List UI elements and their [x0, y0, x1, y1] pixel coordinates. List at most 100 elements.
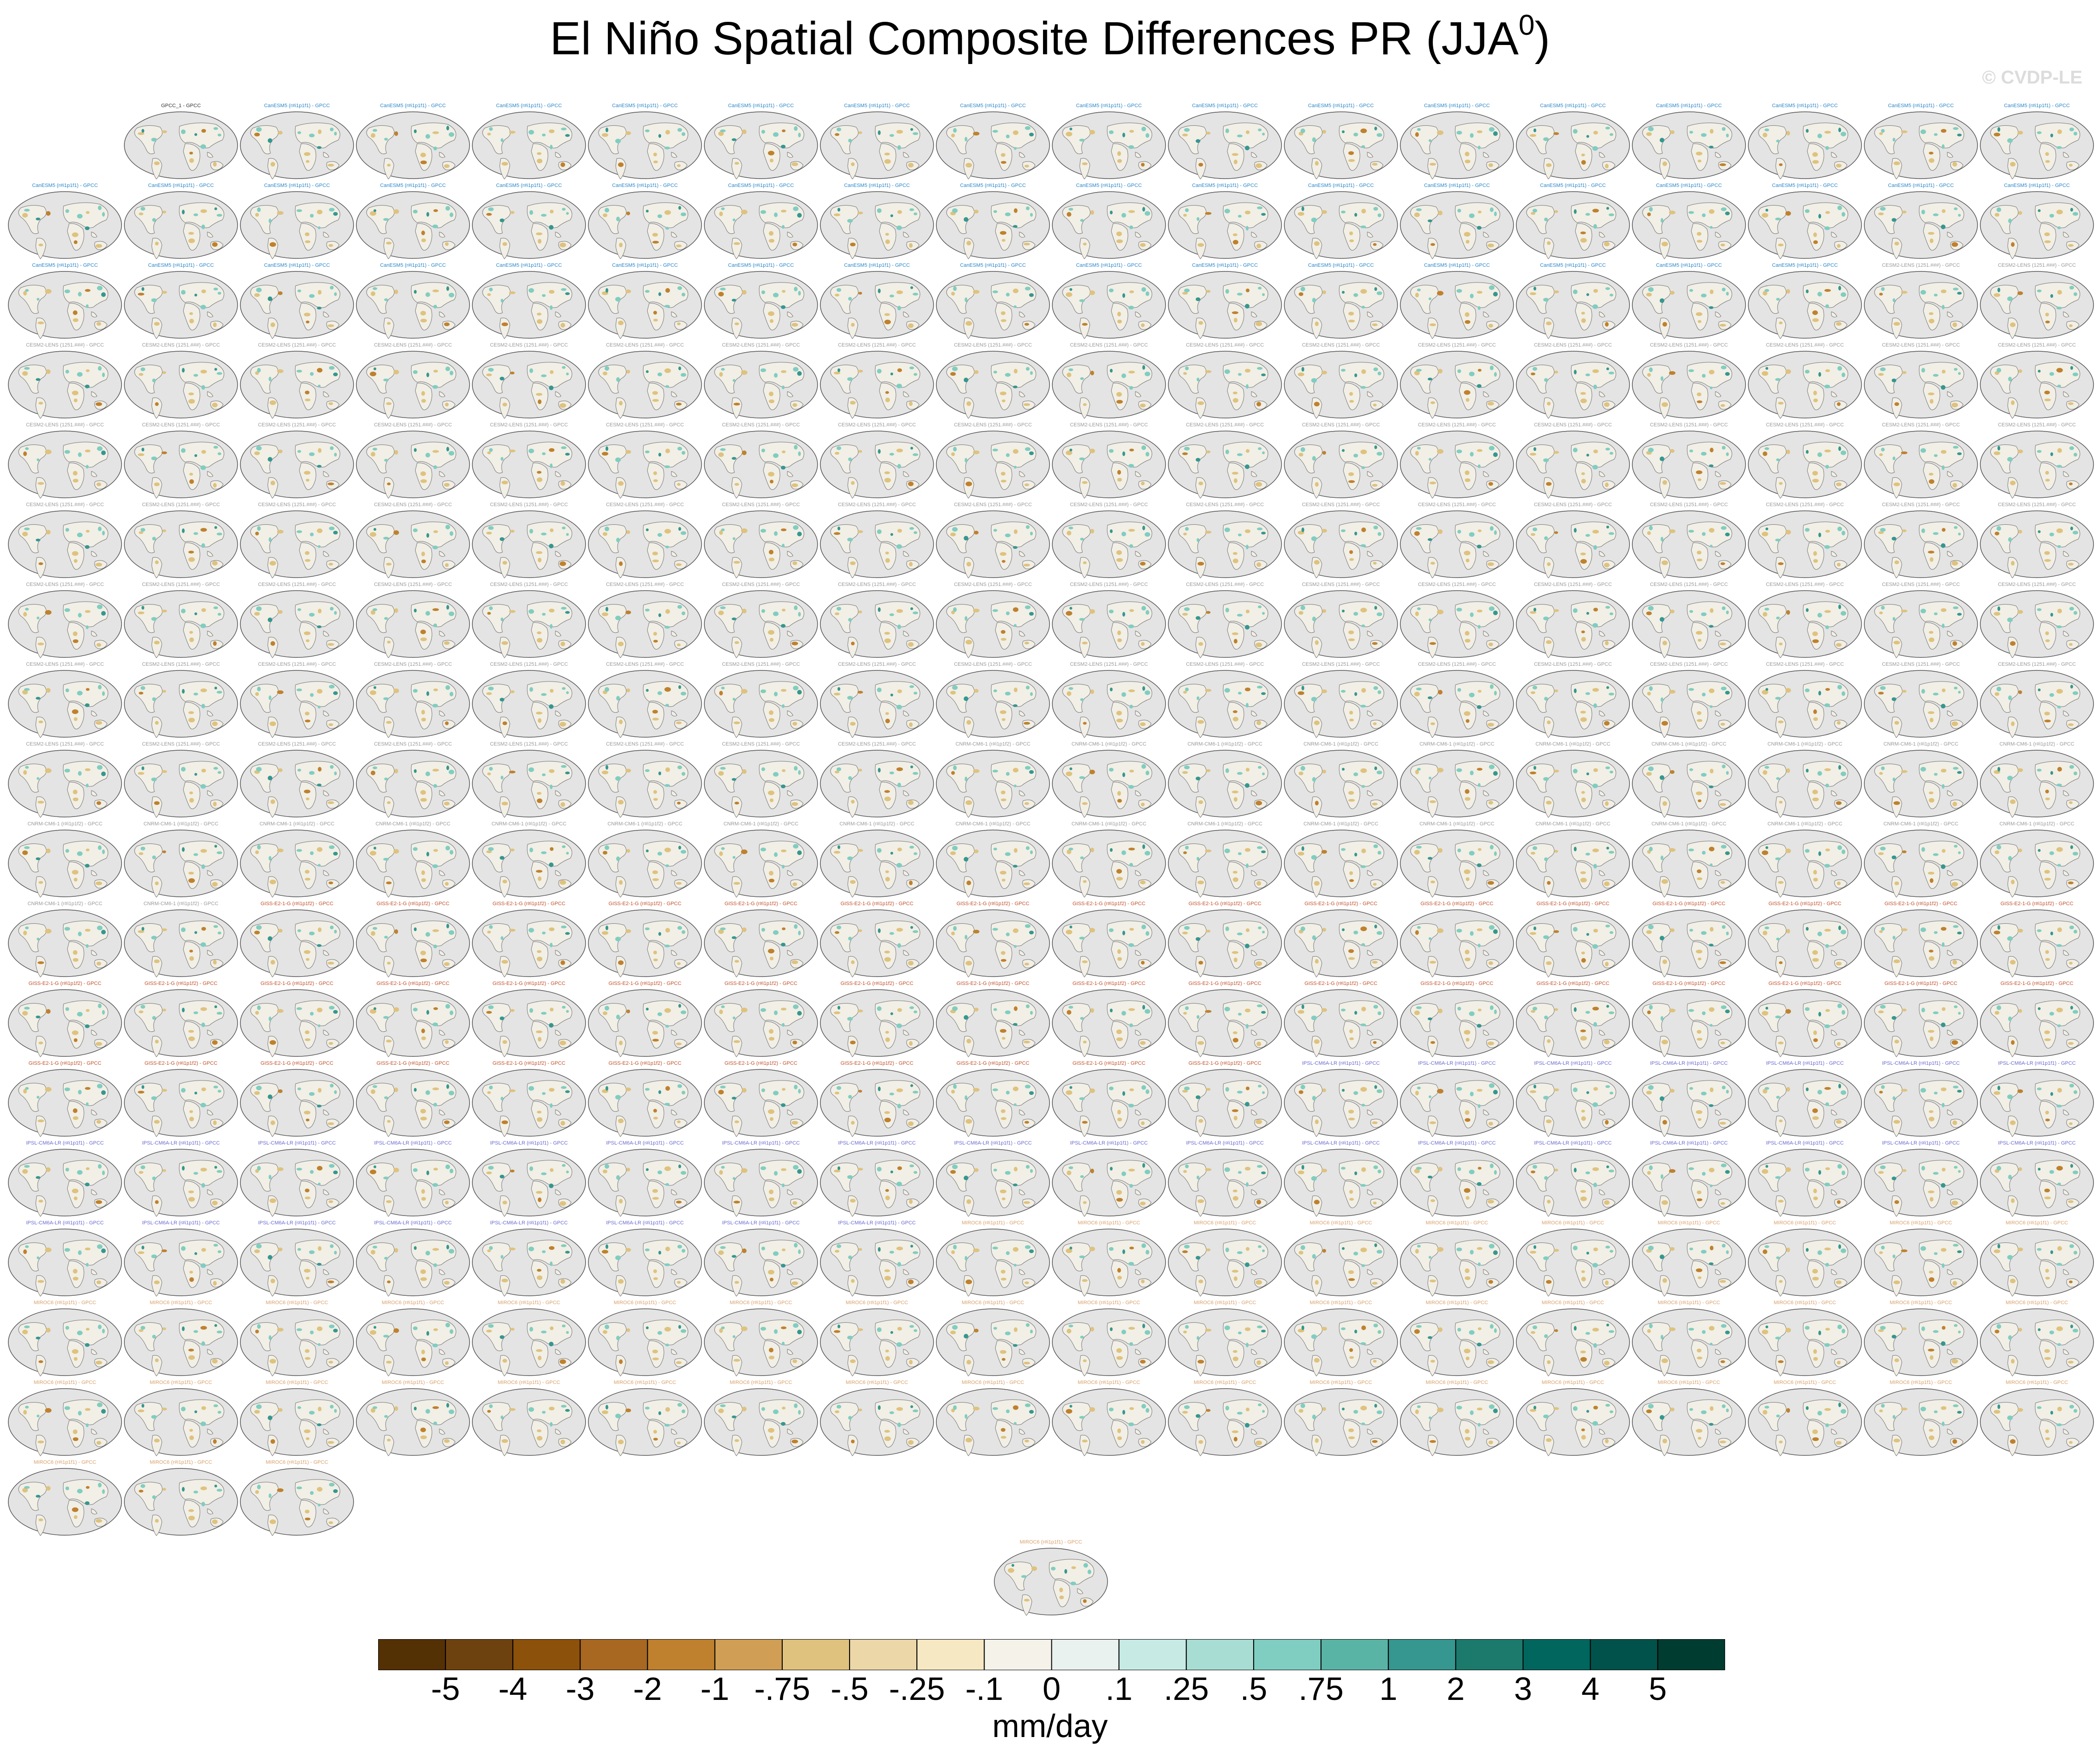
world-map: [240, 191, 354, 259]
map-panel: CNRM-CM6-1 (r#i1p1f2) - GPCC: [239, 819, 355, 898]
panel-label: GISS-E2-1-G (r#i1p1f2) - GPCC: [724, 1061, 798, 1066]
map-panel: MIROC6 (r#i1p1f1) - GPCC: [1515, 1378, 1631, 1457]
map-panel: CESM2-LENS (1251.###) - GPCC: [1747, 500, 1863, 579]
world-map: [1168, 830, 1282, 898]
panel-label: CNRM-CM6-1 (r#i1p1f2) - GPCC: [1535, 821, 1610, 827]
world-map: [704, 1069, 818, 1137]
world-map: [820, 830, 934, 898]
map-panel: CanESM5 (r#i1p1f1) - GPCC: [1399, 101, 1515, 180]
colorbar-bin: [714, 1639, 783, 1670]
world-map: [1516, 271, 1630, 339]
world-map: [820, 1149, 934, 1217]
panel-label: CNRM-CM6-1 (r#i1p1f2) - GPCC: [1419, 741, 1494, 747]
world-map: [1748, 1149, 1862, 1217]
map-panel: CESM2-LENS (1251.###) - GPCC: [123, 500, 239, 579]
world-map: [356, 510, 470, 579]
world-map: [936, 431, 1050, 499]
map-panel: CanESM5 (r#i1p1f1) - GPCC: [703, 261, 819, 340]
world-map: [472, 271, 586, 339]
map-panel: CESM2-LENS (1251.###) - GPCC: [1863, 261, 1979, 340]
panel-label: GISS-E2-1-G (r#i1p1f2) - GPCC: [1652, 981, 1726, 986]
panel-label: GISS-E2-1-G (r#i1p1f2) - GPCC: [956, 981, 1030, 986]
panel-label: IPSL-CM6A-LR (r#i1p1f1) - GPCC: [142, 1140, 220, 1146]
panel-label: GISS-E2-1-G (r#i1p1f2) - GPCC: [1652, 901, 1726, 907]
panel-label: IPSL-CM6A-LR (r#i1p1f1) - GPCC: [142, 1220, 220, 1226]
map-panel: CNRM-CM6-1 (r#i1p1f2) - GPCC: [1631, 819, 1747, 898]
panel-label: IPSL-CM6A-LR (r#i1p1f1) - GPCC: [1998, 1140, 2076, 1146]
world-map: [704, 670, 818, 738]
world-map: [356, 191, 470, 259]
world-map: [1284, 1229, 1398, 1297]
panel-label: MIROC6 (r#i1p1f1) - GPCC: [497, 1300, 560, 1306]
world-map: [8, 1149, 122, 1217]
map-panel: CanESM5 (r#i1p1f1) - GPCC: [1747, 261, 1863, 340]
panel-label: CNRM-CM6-1 (r#i1p1f2) - GPCC: [1999, 741, 2074, 747]
world-map: [1400, 750, 1514, 818]
map-panel: GISS-E2-1-G (r#i1p1f2) - GPCC: [239, 1059, 355, 1138]
panel-label: GISS-E2-1-G (r#i1p1f2) - GPCC: [1420, 901, 1494, 907]
map-panel: CESM2-LENS (1251.###) - GPCC: [239, 740, 355, 818]
map-panel: CESM2-LENS (1251.###) - GPCC: [239, 500, 355, 579]
world-map: [1284, 191, 1398, 259]
panel-label: CESM2-LENS (1251.###) - GPCC: [1997, 422, 2076, 428]
map-panel: CanESM5 (r#i1p1f1) - GPCC: [1051, 261, 1167, 340]
panel-label: IPSL-CM6A-LR (r#i1p1f1) - GPCC: [258, 1220, 336, 1226]
world-map: [1980, 1388, 2094, 1456]
panel-label: MIROC6 (r#i1p1f1) - GPCC: [1425, 1300, 1488, 1306]
panel-label: MIROC6 (r#i1p1f1) - GPCC: [1309, 1300, 1372, 1306]
map-panel: GISS-E2-1-G (r#i1p1f2) - GPCC: [123, 979, 239, 1058]
panel-label: CESM2-LENS (1251.###) - GPCC: [1069, 342, 1148, 348]
world-map: [820, 1388, 934, 1456]
map-panel: CNRM-CM6-1 (r#i1p1f2) - GPCC: [819, 819, 935, 898]
map-panel: CanESM5 (r#i1p1f1) - GPCC: [1283, 261, 1399, 340]
map-panel: CNRM-CM6-1 (r#i1p1f2) - GPCC: [935, 819, 1051, 898]
colorbar-svg: [378, 1639, 1725, 1670]
panel-label: MIROC6 (r#i1p1f1) - GPCC: [1193, 1380, 1256, 1385]
panel-label: IPSL-CM6A-LR (r#i1p1f1) - GPCC: [1766, 1140, 1844, 1146]
map-panel: MIROC6 (r#i1p1f1) - GPCC: [1167, 1378, 1283, 1457]
panel-label: GISS-E2-1-G (r#i1p1f2) - GPCC: [956, 901, 1030, 907]
panel-label: CESM2-LENS (1251.###) - GPCC: [374, 741, 452, 747]
panel-label: IPSL-CM6A-LR (r#i1p1f1) - GPCC: [490, 1220, 568, 1226]
map-panel: MIROC6 (r#i1p1f1) - GPCC: [1283, 1298, 1399, 1377]
panel-label: MIROC6 (r#i1p1f1) - GPCC: [845, 1380, 908, 1385]
world-map: [1284, 111, 1398, 180]
map-panel: CanESM5 (r#i1p1f1) - GPCC: [355, 101, 471, 180]
map-panel: CanESM5 (r#i1p1f1) - GPCC: [935, 261, 1051, 340]
map-panel: MIROC6 (r#i1p1f1) - GPCC: [239, 1458, 355, 1537]
map-panel: CanESM5 (r#i1p1f1) - GPCC: [1167, 261, 1283, 340]
map-panel: CNRM-CM6-1 (r#i1p1f2) - GPCC: [1399, 819, 1515, 898]
colorbar-bin: [1522, 1639, 1591, 1670]
map-panel: CESM2-LENS (1251.###) - GPCC: [123, 420, 239, 499]
map-panel: GISS-E2-1-G (r#i1p1f2) - GPCC: [935, 899, 1051, 978]
map-panel: CESM2-LENS (1251.###) - GPCC: [471, 500, 587, 579]
world-map: [1748, 1308, 1862, 1377]
world-map: [1632, 431, 1746, 499]
panel-label: CESM2-LENS (1251.###) - GPCC: [606, 342, 684, 348]
map-panel: GISS-E2-1-G (r#i1p1f2) - GPCC: [1979, 899, 2095, 978]
map-panel: CESM2-LENS (1251.###) - GPCC: [471, 420, 587, 499]
world-map: [472, 1149, 586, 1217]
panel-label: MIROC6 (r#i1p1f1) - GPCC: [1077, 1380, 1140, 1385]
panel-label: CESM2-LENS (1251.###) - GPCC: [490, 502, 568, 508]
panel-label: CanESM5 (r#i1p1f1) - GPCC: [960, 103, 1026, 109]
map-panel: CESM2-LENS (1251.###) - GPCC: [355, 580, 471, 659]
world-map: [1516, 909, 1630, 978]
panel-label: GISS-E2-1-G (r#i1p1f2) - GPCC: [840, 901, 914, 907]
figure-title: El Niño Spatial Composite Differences PR…: [0, 11, 2100, 64]
world-map: [1748, 989, 1862, 1057]
map-panel: CESM2-LENS (1251.###) - GPCC: [1979, 420, 2095, 499]
world-map: [1052, 1229, 1166, 1297]
colorbar-tick-label: -.1: [965, 1671, 1004, 1707]
panel-label: MIROC6 (r#i1p1f1) - GPCC: [381, 1300, 444, 1306]
panel-label: GISS-E2-1-G (r#i1p1f2) - GPCC: [260, 901, 334, 907]
map-panel: IPSL-CM6A-LR (r#i1p1f1) - GPCC: [587, 1139, 703, 1217]
panel-label: IPSL-CM6A-LR (r#i1p1f1) - GPCC: [1418, 1140, 1496, 1146]
map-panel: CESM2-LENS (1251.###) - GPCC: [935, 660, 1051, 739]
panel-label: CESM2-LENS (1251.###) - GPCC: [1997, 342, 2076, 348]
world-map: [472, 590, 586, 658]
world-map: [1980, 750, 2094, 818]
world-map: [1516, 191, 1630, 259]
panel-label: CNRM-CM6-1 (r#i1p1f2) - GPCC: [723, 821, 799, 827]
world-map: [8, 191, 122, 259]
